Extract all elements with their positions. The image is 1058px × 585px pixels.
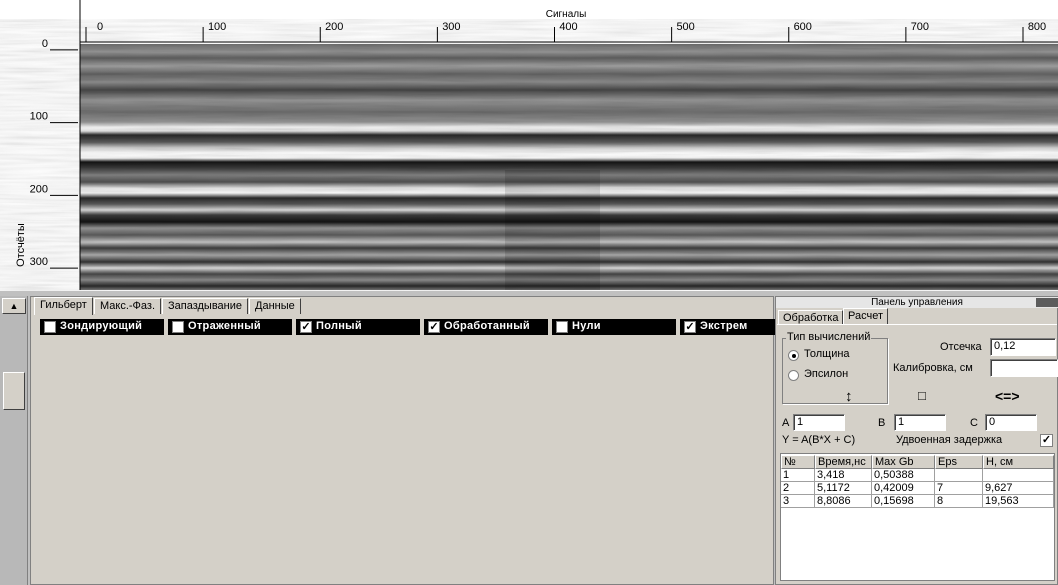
tab[interactable]: Расчет (843, 308, 888, 324)
x-tick-label: 700 (911, 21, 929, 33)
coef-label: A (782, 417, 790, 429)
table-cell: 3,418 (815, 469, 872, 482)
y-axis-title: Отсчёты (15, 223, 27, 267)
table-header: Eps (935, 455, 983, 469)
table-cell: 3 (781, 495, 815, 508)
y-tick-label: 100 (30, 111, 48, 123)
x-axis-title: Сигналы (546, 9, 587, 20)
table-cell: 0,15698 (872, 495, 935, 508)
symbol: □ (918, 388, 926, 403)
checkbox[interactable] (172, 321, 184, 333)
tab[interactable]: Гильберт (34, 297, 93, 315)
radargram-texture (80, 44, 1058, 290)
scroll-thumb[interactable] (3, 372, 25, 410)
x-tick-label: 100 (208, 21, 226, 33)
scrollbar (0, 296, 28, 585)
group-box-label: Тип вычислений (786, 331, 872, 343)
checkbox[interactable]: ✓ (300, 321, 312, 333)
checkbox-item[interactable] (552, 319, 676, 335)
double-delay-label: Удвоенная задержка (896, 434, 1003, 446)
table-cell: 8,8086 (815, 495, 872, 508)
coef-input[interactable]: 1 (894, 414, 946, 431)
radio-button[interactable] (788, 370, 799, 381)
table-cell: 7 (935, 482, 983, 495)
checkbox[interactable]: ✓ (684, 321, 696, 333)
y-tick-label: 200 (30, 183, 48, 195)
tab[interactable]: Данные (249, 298, 301, 314)
x-tick-label: 800 (1028, 21, 1046, 33)
left-panel (30, 296, 774, 585)
radargram-shade (505, 170, 600, 290)
table-cell: 19,563 (983, 495, 1054, 508)
calibration-input[interactable] (990, 359, 1058, 377)
page-frame (777, 324, 1057, 584)
symbol: ↕ (845, 388, 853, 405)
checkbox-label: Зондирующий (60, 320, 143, 332)
checkbox[interactable]: ✓ (428, 321, 440, 333)
x-tick-label: 400 (559, 21, 577, 33)
radio-button[interactable] (788, 350, 799, 361)
checkbox-item[interactable] (40, 319, 164, 335)
coef-label: C (970, 417, 978, 429)
radargram-view: Сигналы 0 100 200 300 400 500 600 700 800 0 100 200 3… (0, 0, 1058, 291)
symbol: <=> (995, 388, 1020, 404)
checkbox-label: Экстрем (700, 320, 748, 332)
table-cell: 1 (781, 469, 815, 482)
checkbox[interactable] (44, 321, 56, 333)
coef-label: B (878, 417, 886, 429)
radio-label: Эпсилон (804, 368, 849, 380)
table-area (780, 453, 1055, 581)
x-tick-label: 200 (325, 21, 343, 33)
checkbox-label: Обработанный (444, 320, 530, 332)
checkbox-item[interactable] (424, 319, 548, 335)
x-tick-label: 300 (442, 21, 460, 33)
table-cell: 5,1172 (815, 482, 872, 495)
checkbox-label: Нули (572, 320, 601, 332)
table-header: Время,нс (815, 455, 872, 469)
cutoff-label: Отсечка (940, 341, 982, 353)
table-cell (935, 469, 983, 482)
x-tick-label: 600 (794, 21, 812, 33)
x-tick-label: 500 (676, 21, 694, 33)
checkbox[interactable] (556, 321, 568, 333)
panel-buttons (1036, 298, 1058, 307)
coef-input[interactable]: 1 (793, 414, 845, 431)
panel-title-bar: Панель управления (776, 297, 1058, 308)
table-header: Max Gb (872, 455, 935, 469)
table-header: H, см (983, 455, 1054, 469)
table-cell: 9,627 (983, 482, 1054, 495)
table-header: № (781, 455, 815, 469)
table-cell: 0,50388 (872, 469, 935, 482)
table-cell: 8 (935, 495, 983, 508)
calibration-label: Калибровка, см (893, 362, 973, 374)
checkbox-label: Отраженный (188, 320, 261, 332)
scroll-up-button[interactable]: ▲ (2, 298, 26, 314)
coef-input[interactable]: 0 (985, 414, 1037, 431)
formula: Y = A(B*X + C) (782, 434, 856, 446)
table-cell (983, 469, 1054, 482)
table-cell: 2 (781, 482, 815, 495)
y-tick-label: 0 (42, 38, 48, 50)
radio-label: Толщина (804, 348, 850, 360)
tab[interactable]: Обработка (778, 310, 844, 324)
tab[interactable]: Запаздывание (162, 298, 249, 314)
cutoff-input[interactable]: 0,12 (990, 338, 1056, 356)
checkbox-label: Полный (316, 320, 362, 332)
checkbox-item[interactable] (168, 319, 292, 335)
y-tick-label: 300 (30, 256, 48, 268)
checkbox[interactable]: ✓ (1040, 434, 1053, 447)
checkbox-item[interactable] (296, 319, 420, 335)
tab[interactable]: Макс.-Фаз. (94, 298, 162, 314)
table-cell: 0,42009 (872, 482, 935, 495)
checkbox-item[interactable] (680, 319, 804, 335)
x-tick-label: 0 (97, 21, 103, 33)
